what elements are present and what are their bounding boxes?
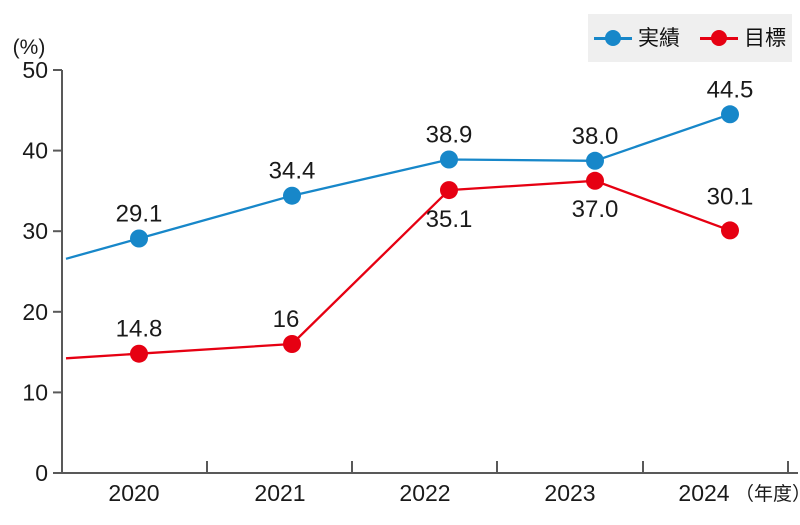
data-point-目標-2023 [586,171,604,190]
x-tick-label: 2020 [108,480,159,506]
data-point-目標-2024 [721,221,739,240]
x-axis-suffix-label: （年度） [735,483,800,505]
actual-series-marker-icon [594,29,632,47]
chart-legend: 実績 目標 [588,14,792,62]
y-tick-label: 50 [22,57,48,83]
data-label-目標-2020: 14.8 [116,316,163,343]
data-point-実績-2020 [130,229,148,248]
legend-item-actual: 実績 [594,28,680,49]
x-tick-label: 2021 [254,480,305,506]
x-tick-label: 2022 [399,480,450,506]
data-label-実績-2023: 38.0 [572,123,619,150]
data-point-目標-2020 [130,344,148,363]
data-label-目標-2024: 30.1 [707,183,754,210]
data-point-目標-2022 [440,181,458,200]
legend-label-target: 目標 [744,26,786,50]
data-point-実績-2023 [586,151,604,170]
x-tick-label: 2024 [678,480,729,506]
data-label-目標-2023: 37.0 [572,196,619,223]
y-tick-label: 20 [22,299,48,325]
series-line-実績 [65,113,731,260]
data-point-実績-2024 [721,105,739,124]
y-tick-label: 0 [35,460,48,486]
y-tick-label: 10 [22,379,48,405]
data-label-実績-2020: 29.1 [116,200,163,227]
y-tick-label: 30 [22,218,48,244]
target-series-marker-icon [700,29,738,47]
series-line-目標 [65,179,731,360]
data-point-実績-2021 [283,186,301,205]
y-axis-unit-label: (%) [13,36,46,59]
x-tick-label: 2023 [544,480,595,506]
legend-label-actual: 実績 [638,26,680,50]
legend-item-target: 目標 [700,28,786,49]
data-point-目標-2021 [283,335,301,353]
data-label-実績-2022: 38.9 [426,121,473,148]
y-tick-label: 40 [22,138,48,164]
target-series-dot-icon [711,30,727,46]
data-label-実績-2021: 34.4 [269,158,316,185]
data-point-実績-2022 [440,150,458,169]
data-label-目標-2022: 35.1 [426,206,473,233]
data-label-実績-2024: 44.5 [707,76,754,103]
data-label-目標-2021: 16 [273,306,300,333]
actual-series-dot-icon [605,30,621,46]
